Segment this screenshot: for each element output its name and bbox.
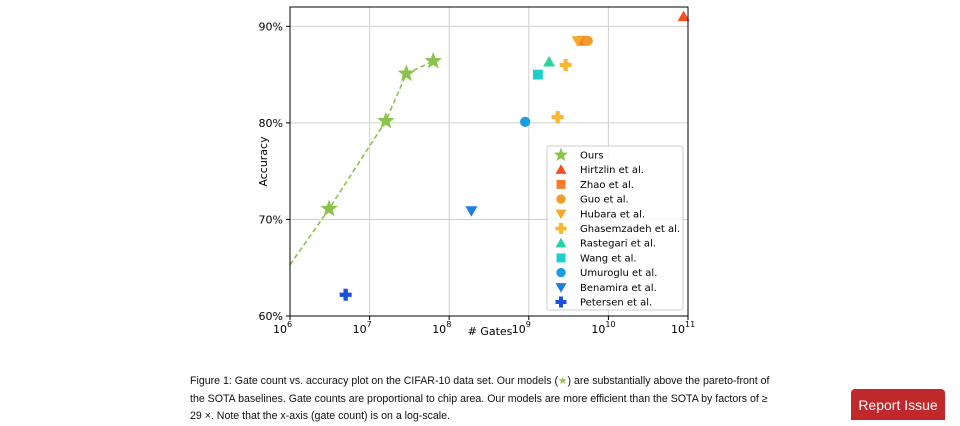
- data-point: [543, 56, 556, 67]
- data-point: [465, 206, 478, 217]
- gate-accuracy-chart: 10 6 10 7 10 8 10 9 10 10 10 11 60%70%80%90% # Gate…: [257, 6, 695, 338]
- caption-suffix: . Note that the x-axis (gate count) is o…: [210, 410, 450, 423]
- x-tick-label: 10: [591, 323, 605, 336]
- x-tick-exponent: 8: [446, 320, 451, 329]
- legend-marker: [556, 194, 566, 204]
- legend-marker: [553, 147, 569, 162]
- legend-marker: [555, 296, 567, 308]
- data-point: [397, 64, 416, 82]
- legend-marker: [555, 283, 567, 293]
- data-point: [576, 35, 587, 46]
- legend-label: Zhao et al.: [580, 180, 634, 191]
- legend-marker: [555, 237, 567, 248]
- x-tick-exponent: 7: [367, 320, 372, 329]
- x-tick-label: 10: [353, 323, 367, 336]
- legend: Ours Hirtzlin et al. Zhao et al. Guo et al.…: [546, 145, 684, 311]
- plot-frame: [289, 6, 689, 317]
- caption-middle: ) are substantially above the pareto-fro…: [190, 375, 770, 405]
- x-ticks: 10 6 10 7 10 8 10 9 10 10 10 11: [273, 316, 695, 336]
- report-issue-button[interactable]: Report Issue: [851, 389, 945, 420]
- x-tick-label: 10: [273, 323, 287, 336]
- y-tick-label: 60%: [259, 310, 283, 323]
- data-point: [677, 10, 690, 22]
- legend-label: Benamira et al.: [580, 283, 657, 294]
- data-point: [582, 35, 593, 46]
- x-axis-label: # Gates: [468, 325, 513, 338]
- legend-box: [546, 145, 684, 311]
- data-point: [377, 111, 395, 129]
- x-tick-label: 10: [432, 323, 446, 336]
- legend-label: Hirtzlin et al.: [580, 165, 644, 176]
- data-point: [520, 116, 531, 128]
- legend-marker: [556, 179, 566, 189]
- data-point: [559, 58, 572, 71]
- y-tick-label: 90%: [259, 20, 283, 33]
- caption-prefix: Figure 1: Gate count vs. accuracy plot o…: [190, 375, 559, 387]
- data-point: [320, 199, 338, 217]
- x-tick-exponent: 9: [526, 320, 531, 329]
- legend-label: Hubara et al.: [580, 209, 645, 220]
- legend-label: Guo et al.: [580, 195, 629, 206]
- data-point: [339, 288, 352, 301]
- legend-label: Wang et al.: [580, 253, 637, 264]
- legend-marker: [555, 209, 567, 220]
- data-point: [571, 36, 584, 47]
- legend-marker: [556, 253, 566, 263]
- x-tick-label: 10: [671, 323, 685, 336]
- legend-marker: [556, 267, 566, 278]
- data-point: [424, 51, 442, 69]
- y-tick-label: 80%: [259, 117, 283, 130]
- x-tick-exponent: 11: [685, 320, 695, 329]
- legend-label: Ghasemzadeh et al.: [580, 224, 680, 235]
- pareto-line: [289, 60, 434, 266]
- data-points: [320, 10, 690, 301]
- legend-marker: [555, 223, 567, 234]
- x-tick-label: 10: [512, 323, 526, 336]
- legend-label: Ours: [580, 151, 604, 162]
- y-ticks: 60% 70% 80% 90%: [259, 20, 290, 323]
- caption-factor: ≥ 29 ×: [190, 392, 768, 423]
- x-tick-exponent: 10: [605, 320, 615, 329]
- y-axis-label: Accuracy: [257, 136, 270, 187]
- x-tick-exponent: 6: [287, 320, 292, 329]
- legend-marker: [555, 164, 567, 174]
- figure-caption: Figure 1: Gate count vs. accuracy plot o…: [190, 373, 782, 426]
- data-point: [532, 69, 543, 80]
- legend-label: Petersen et al.: [580, 298, 652, 309]
- legend-label: Rastegari et al.: [580, 239, 656, 250]
- caption-star-icon: ★: [558, 375, 568, 387]
- data-point: [551, 111, 564, 124]
- pareto-front-line: [289, 60, 434, 266]
- y-tick-label: 70%: [259, 213, 283, 226]
- legend-label: Umuroglu et al.: [580, 268, 657, 279]
